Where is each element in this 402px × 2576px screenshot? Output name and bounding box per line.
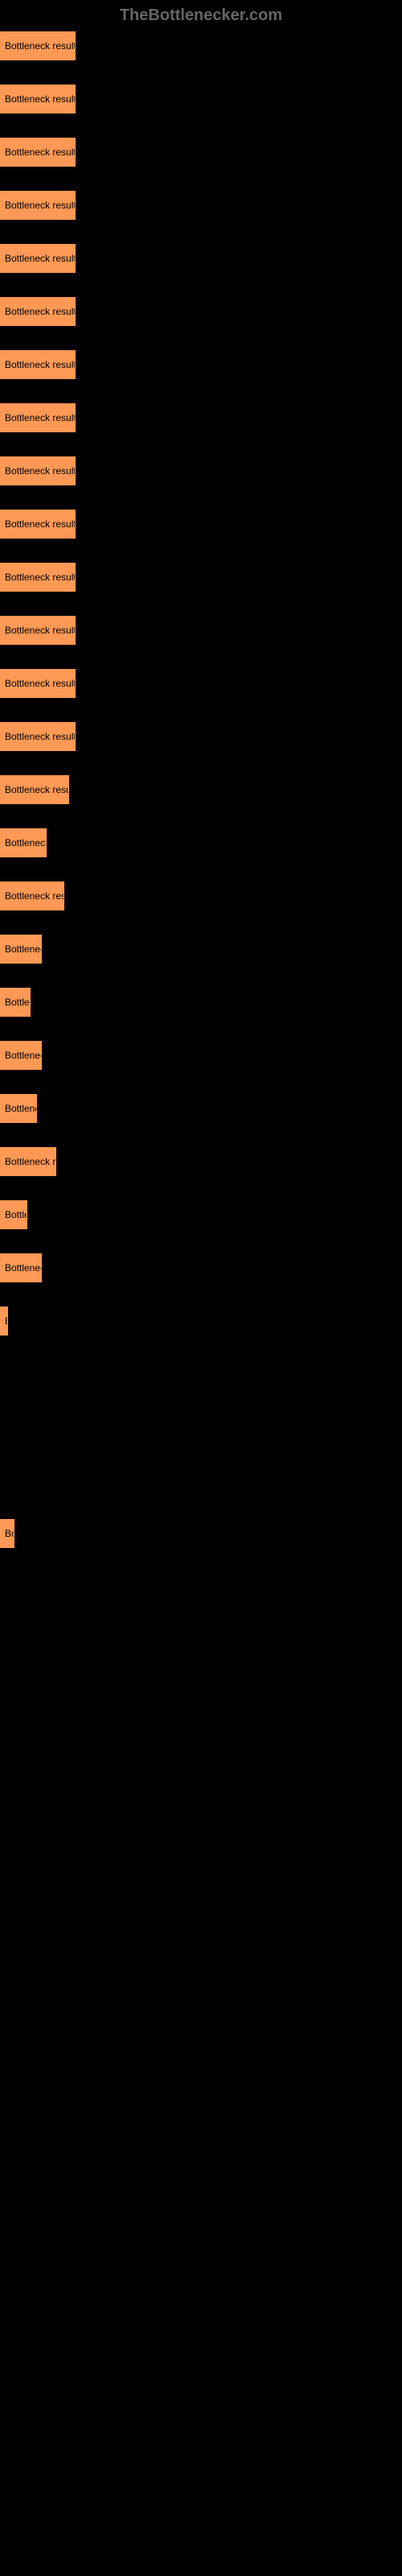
- bar: Bottleneck result: [0, 456, 76, 485]
- bar-row: Bottleneck r: [0, 1147, 402, 1176]
- bar-row: [0, 1413, 402, 1442]
- bar-label: Bottleneck result: [5, 200, 75, 211]
- bar-row: Bottleneck: [0, 828, 402, 857]
- bar: Bottleneck resu: [0, 775, 69, 804]
- bar-row: Bottleneck result: [0, 456, 402, 485]
- bar-row: Bottleneck result: [0, 563, 402, 592]
- bar: Bottleneck result: [0, 85, 76, 114]
- bar-row: Bottleneck result: [0, 350, 402, 379]
- bar: Bottleneck r: [0, 1147, 56, 1176]
- bar-label: Bottleneck result: [5, 93, 75, 105]
- bar-label: Bottleneck result: [5, 306, 75, 317]
- bar-row: Bottlenec: [0, 1041, 402, 1070]
- bar-label: B: [5, 1315, 7, 1327]
- watermark: TheBottlenecker.com: [0, 0, 402, 31]
- bar: B: [0, 1307, 8, 1335]
- bar-label: Bottle: [5, 1209, 27, 1220]
- bar-label: Bottleneck result: [5, 731, 75, 742]
- bar: Bottleneck result: [0, 244, 76, 273]
- bars-container: Bottleneck result Bottleneck result Bottle…: [0, 31, 402, 1654]
- bar-label: Bottleneck: [5, 837, 46, 848]
- bar-label: Bottleneck result: [5, 359, 75, 370]
- bar-row: Bottleneck result: [0, 403, 402, 432]
- bar-label: Bottleneck result: [5, 412, 75, 423]
- bar-row: B: [0, 1307, 402, 1335]
- bar: Bottleneck result: [0, 510, 76, 539]
- bar-row: [0, 1360, 402, 1389]
- bar-label: Bottleneck result: [5, 572, 75, 583]
- bar-label: Bottleneck result: [5, 147, 75, 158]
- bar-label: Bottlenec: [5, 1050, 41, 1061]
- bar-label: Bottleneck resu: [5, 784, 68, 795]
- bar-row: Bottle: [0, 1200, 402, 1229]
- bar: Bottleneck result: [0, 350, 76, 379]
- bar: Bottleneck result: [0, 722, 76, 751]
- bar-row: Bottleneck resu: [0, 775, 402, 804]
- bar-row: Bottleneck result: [0, 191, 402, 220]
- bar-label: Bottleneck r: [5, 1156, 55, 1167]
- bar: Bottler: [0, 988, 31, 1017]
- bar-label: Bottleneck res: [5, 890, 64, 902]
- bar-row: Bottleneck result: [0, 138, 402, 167]
- bar-row: Bottleneck result: [0, 31, 402, 60]
- bar-row: Bottleneck result: [0, 722, 402, 751]
- bar-label: Bottleneck result: [5, 465, 75, 477]
- bar-row: Bottleneck res: [0, 881, 402, 910]
- bar-label: Bottlenec: [5, 943, 41, 955]
- bar-row: Bottleneck result: [0, 510, 402, 539]
- bar-row: Bottleneck result: [0, 616, 402, 645]
- bar-label: Bottleneck result: [5, 40, 75, 52]
- bar: Bottle: [0, 1200, 27, 1229]
- bar-label: Bottler: [5, 997, 30, 1008]
- bar: Bottlenec: [0, 935, 42, 964]
- bar: Bottleneck result: [0, 403, 76, 432]
- bar-row: Bottlenec: [0, 935, 402, 964]
- bar: Bottlenec: [0, 1253, 42, 1282]
- bar-row: [0, 1572, 402, 1601]
- bar-label: Bottleneck result: [5, 678, 75, 689]
- bar: Bo: [0, 1519, 14, 1548]
- bar-label: Bottlene: [5, 1103, 36, 1114]
- bar-label: Bottleneck result: [5, 253, 75, 264]
- bar: Bottleneck result: [0, 563, 76, 592]
- bar-label: Bottleneck result: [5, 625, 75, 636]
- bar: Bottlene: [0, 1094, 37, 1123]
- bar: Bottleneck res: [0, 881, 64, 910]
- bar: Bottleneck result: [0, 297, 76, 326]
- bar: Bottleneck: [0, 828, 47, 857]
- bar-label: Bo: [5, 1528, 14, 1539]
- bar: Bottleneck result: [0, 669, 76, 698]
- bar-row: [0, 1466, 402, 1495]
- bar-row: Bottler: [0, 988, 402, 1017]
- bar-row: Bo: [0, 1519, 402, 1548]
- bar-row: Bottleneck result: [0, 244, 402, 273]
- bar: Bottlenec: [0, 1041, 42, 1070]
- bar: Bottleneck result: [0, 31, 76, 60]
- bar-row: Bottleneck result: [0, 85, 402, 114]
- bar-label: Bottleneck result: [5, 518, 75, 530]
- bar: Bottleneck result: [0, 191, 76, 220]
- bar-row: Bottleneck result: [0, 297, 402, 326]
- bar-row: Bottleneck result: [0, 669, 402, 698]
- bar-label: Bottlenec: [5, 1262, 41, 1274]
- bar-row: Bottlenec: [0, 1253, 402, 1282]
- bar-row: Bottlene: [0, 1094, 402, 1123]
- bar: Bottleneck result: [0, 138, 76, 167]
- bar: Bottleneck result: [0, 616, 76, 645]
- bar-row: [0, 1625, 402, 1654]
